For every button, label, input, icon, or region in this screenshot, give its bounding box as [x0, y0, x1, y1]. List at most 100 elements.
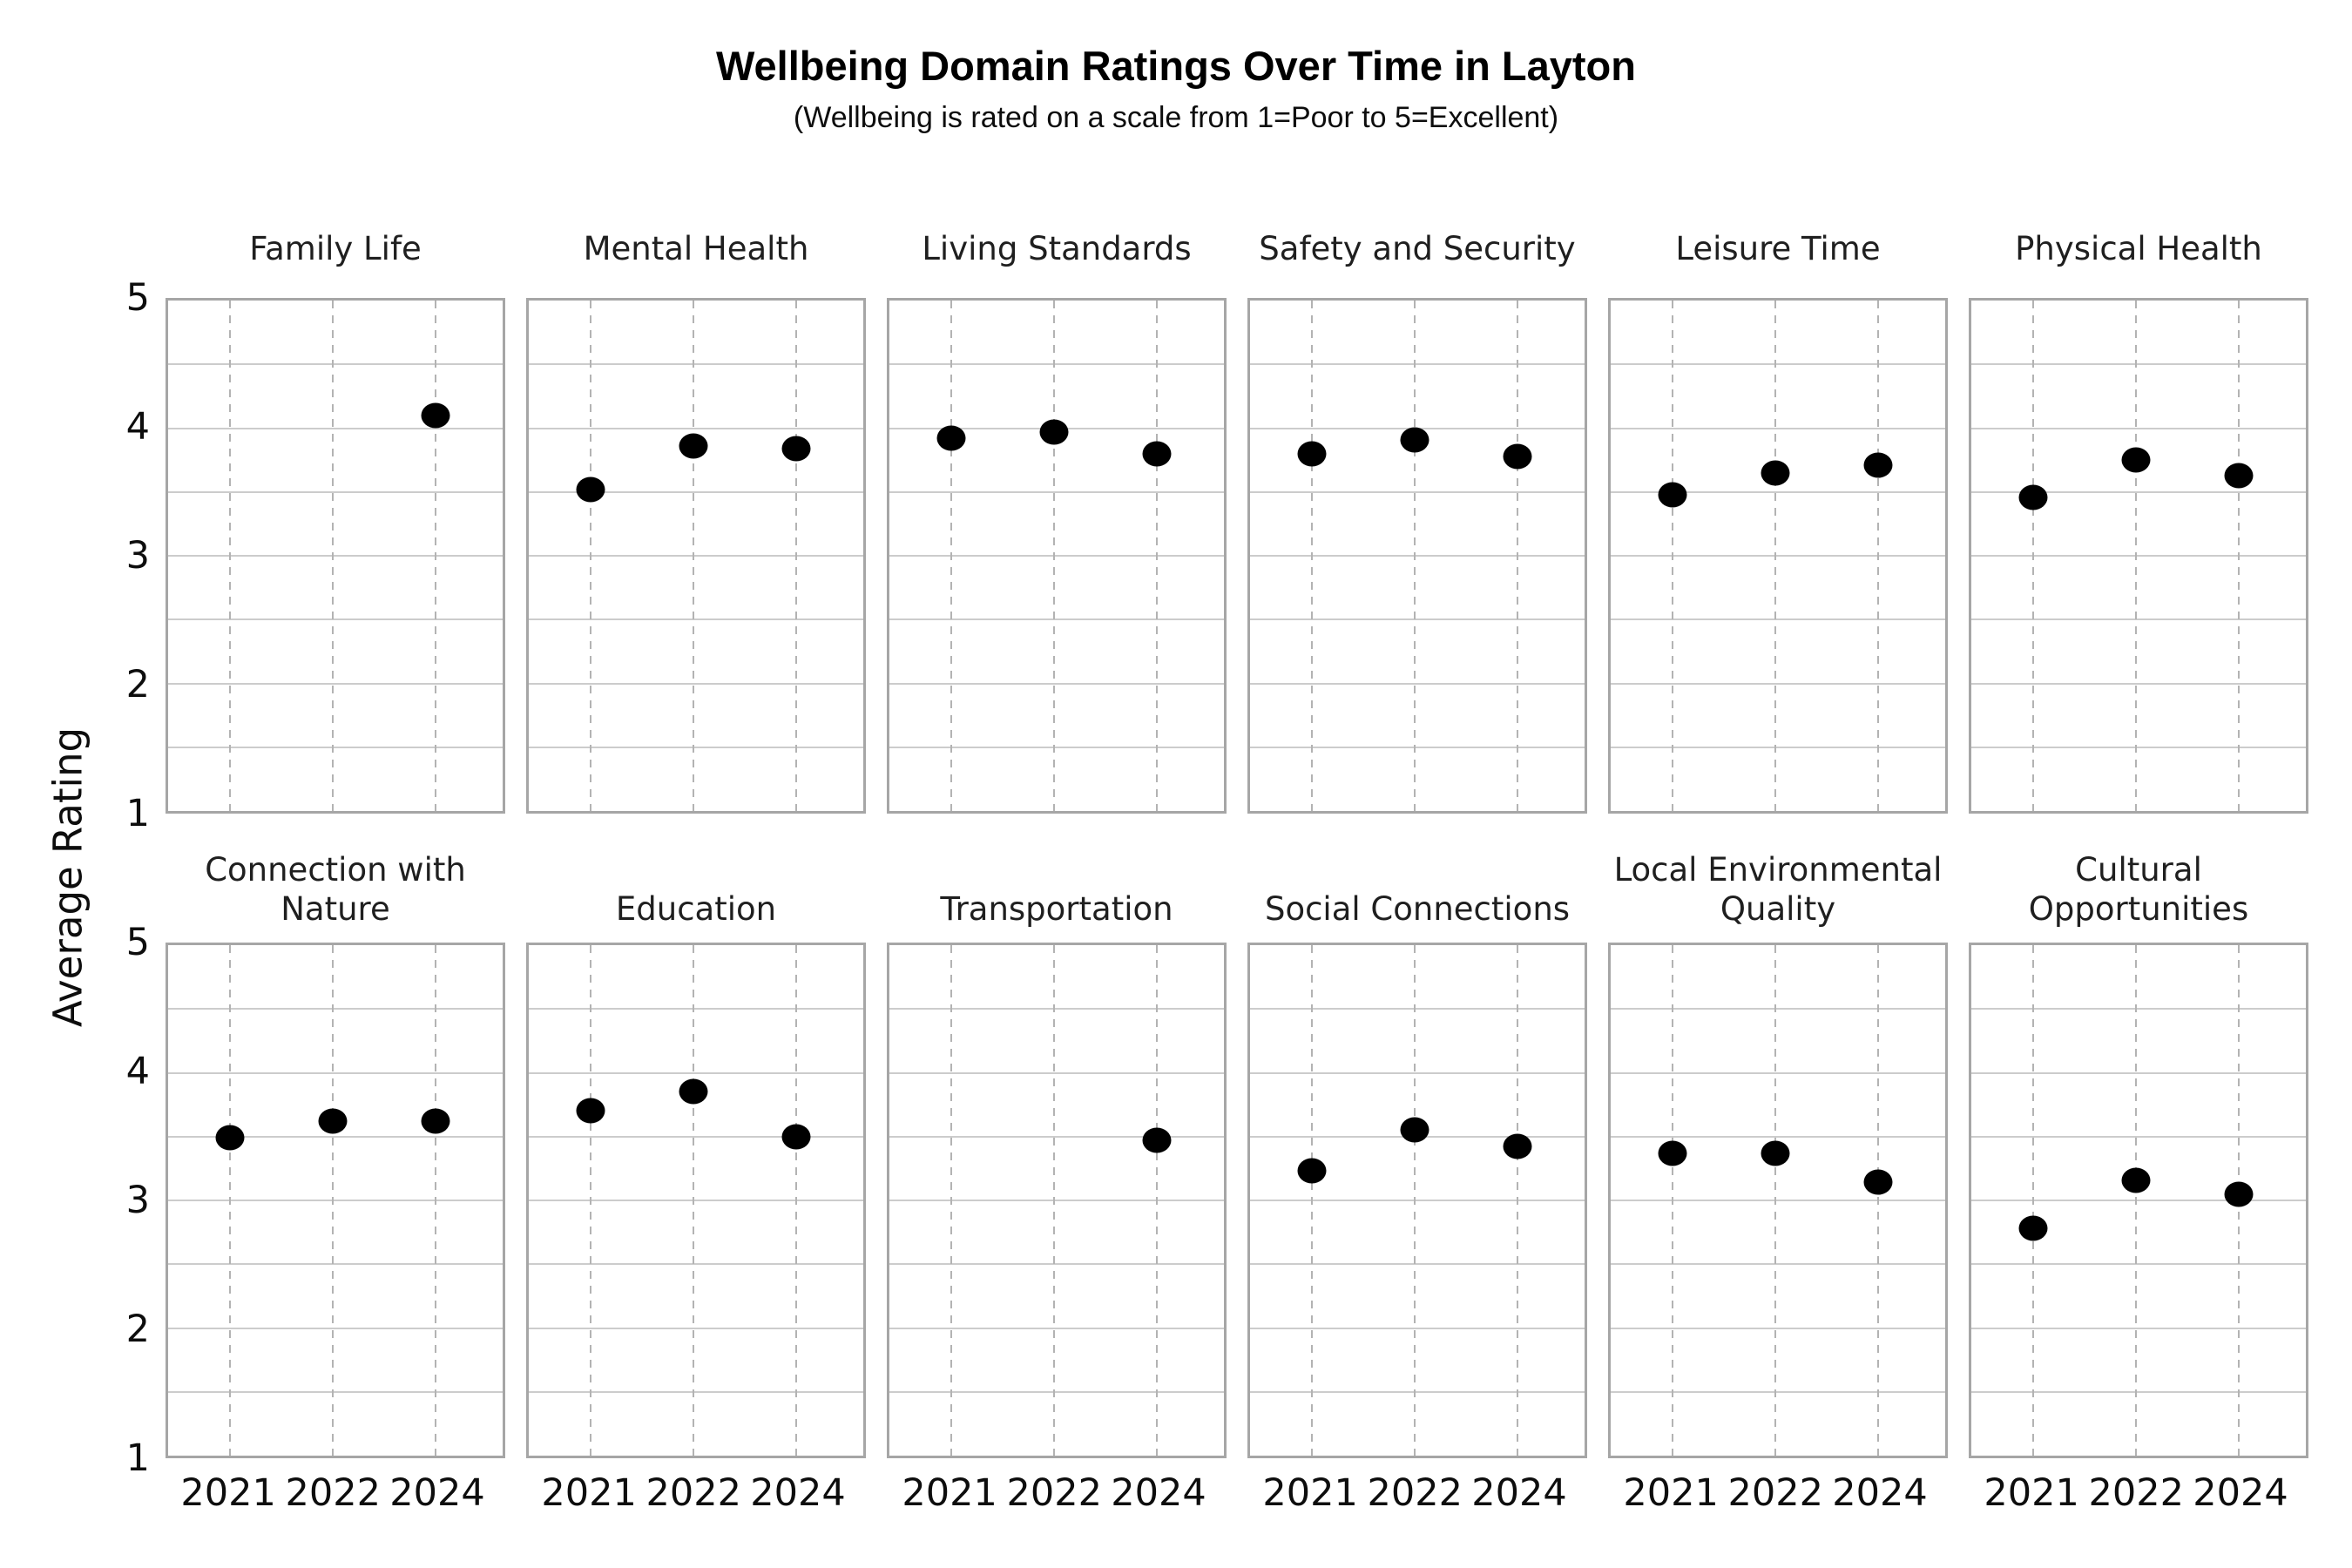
- h-gridline: [889, 1200, 1224, 1201]
- x-tick-label: 2022: [1006, 1471, 1102, 1515]
- x-tick-label: 2022: [645, 1471, 741, 1515]
- facet-panel: [1608, 943, 1948, 1458]
- v-gridline: [1053, 945, 1056, 1456]
- h-gridline: [889, 746, 1224, 748]
- facet-title: Mental Health: [583, 229, 809, 267]
- y-tick-label: 2: [125, 1308, 150, 1351]
- data-point: [2121, 1167, 2151, 1193]
- data-point: [781, 1124, 811, 1150]
- v-gridline: [1156, 945, 1159, 1456]
- h-gridline: [1611, 490, 1945, 493]
- data-point: [1503, 443, 1532, 470]
- v-gridline: [693, 945, 695, 1456]
- facet-title: Transportation: [940, 889, 1173, 928]
- x-tick-label: 2022: [2088, 1471, 2184, 1515]
- h-gridline: [168, 1135, 503, 1138]
- v-gridline: [590, 301, 592, 811]
- h-gridline: [1250, 746, 1585, 748]
- h-gridline: [1611, 1135, 1945, 1138]
- v-gridline: [1774, 945, 1777, 1456]
- h-gridline: [1971, 1200, 2306, 1201]
- h-gridline: [529, 490, 863, 493]
- h-gridline: [889, 490, 1224, 493]
- data-point: [421, 1108, 450, 1134]
- h-gridline: [1971, 1008, 2306, 1010]
- data-point: [936, 425, 966, 451]
- y-tick-label: 5: [125, 276, 150, 320]
- v-gridline: [435, 945, 437, 1456]
- x-tick-label: 2022: [1367, 1471, 1463, 1515]
- data-point: [1039, 419, 1069, 445]
- facet-panel: [1969, 943, 2308, 1458]
- h-gridline: [1611, 1327, 1945, 1329]
- h-gridline: [889, 618, 1224, 621]
- data-point: [2018, 484, 2048, 510]
- chart-subtitle: (Wellbeing is rated on a scale from 1=Po…: [793, 101, 1559, 134]
- x-tick-label: 2021: [1984, 1471, 2079, 1515]
- x-tick-label: 2024: [2193, 1471, 2288, 1515]
- h-gridline: [529, 1390, 863, 1393]
- h-gridline: [889, 1135, 1224, 1138]
- data-point: [2224, 463, 2254, 489]
- data-point: [1503, 1133, 1532, 1159]
- h-gridline: [168, 682, 503, 685]
- h-gridline: [168, 490, 503, 493]
- data-point: [2018, 1215, 2048, 1241]
- facet-panel: [1969, 298, 2308, 814]
- h-gridline: [529, 555, 863, 557]
- data-point: [318, 1108, 348, 1134]
- y-tick-label: 5: [125, 921, 150, 964]
- facet-panel: [1247, 298, 1587, 814]
- facet-title: Living Standards: [922, 229, 1192, 267]
- v-gridline: [1053, 301, 1056, 811]
- h-gridline: [168, 1263, 503, 1266]
- facet-panel: [526, 298, 866, 814]
- page-title: Wellbeing Domain Ratings Over Time in La…: [716, 43, 1636, 89]
- facet-title: Social Connections: [1264, 889, 1571, 928]
- data-point: [2121, 447, 2151, 473]
- h-gridline: [1611, 1263, 1945, 1266]
- x-tick-label: 2024: [389, 1471, 485, 1515]
- v-gridline: [795, 301, 798, 811]
- h-gridline: [1971, 427, 2306, 429]
- h-gridline: [1611, 427, 1945, 429]
- v-gridline: [229, 945, 232, 1456]
- h-gridline: [889, 555, 1224, 557]
- data-point: [1658, 482, 1687, 508]
- h-gridline: [1971, 1135, 2306, 1138]
- x-tick-label: 2024: [1111, 1471, 1206, 1515]
- facet-panel: [1608, 298, 1948, 814]
- h-gridline: [168, 427, 503, 429]
- h-gridline: [1611, 1200, 1945, 1201]
- facet-title: Leisure Time: [1675, 229, 1881, 267]
- h-gridline: [168, 555, 503, 557]
- h-gridline: [1611, 555, 1945, 557]
- data-point: [1297, 441, 1327, 467]
- y-axis-title: Average Rating: [44, 727, 91, 1028]
- h-gridline: [1611, 746, 1945, 748]
- v-gridline: [1414, 945, 1416, 1456]
- h-gridline: [1250, 555, 1585, 557]
- y-tick-label: 4: [125, 405, 150, 449]
- h-gridline: [529, 1071, 863, 1074]
- h-gridline: [529, 618, 863, 621]
- h-gridline: [1250, 1390, 1585, 1393]
- data-point: [1400, 1117, 1429, 1143]
- h-gridline: [1250, 1200, 1585, 1201]
- v-gridline: [332, 945, 335, 1456]
- y-tick-label: 1: [125, 1436, 150, 1480]
- facet-panel: [526, 943, 866, 1458]
- h-gridline: [1250, 1327, 1585, 1329]
- h-gridline: [529, 1263, 863, 1266]
- v-gridline: [1517, 945, 1519, 1456]
- h-gridline: [529, 1008, 863, 1010]
- v-gridline: [1774, 301, 1777, 811]
- x-tick-label: 2024: [1832, 1471, 1928, 1515]
- h-gridline: [529, 427, 863, 429]
- v-gridline: [950, 945, 953, 1456]
- h-gridline: [1971, 363, 2306, 366]
- data-point: [1761, 460, 1790, 486]
- h-gridline: [529, 682, 863, 685]
- h-gridline: [1971, 1327, 2306, 1329]
- h-gridline: [1971, 746, 2306, 748]
